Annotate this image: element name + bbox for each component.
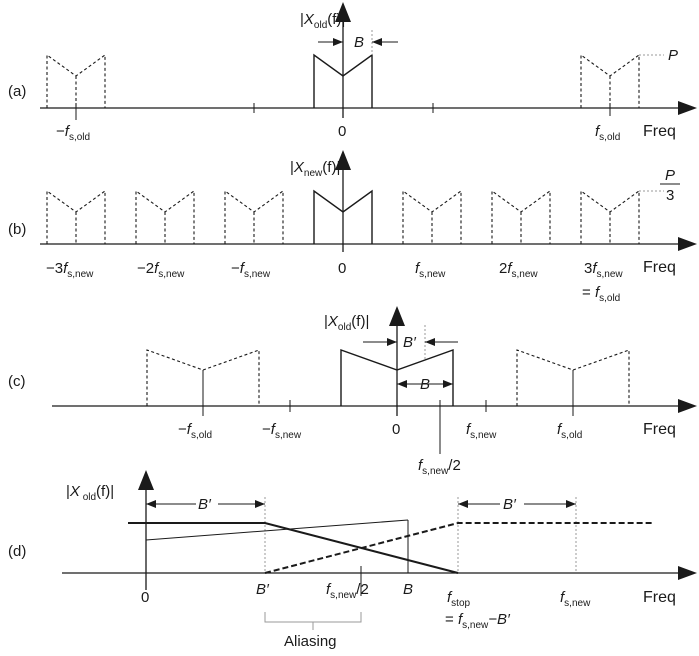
panel-b-peak-numerator: P (665, 167, 675, 184)
panel-d-tick-fstop-eq: = fs,new−B′ (445, 611, 511, 631)
panel-b-tick-m2: −2fs,new (137, 260, 185, 280)
panel-a-image-right (580, 53, 640, 108)
panel-d-ylabel: |X old(f)| (66, 483, 114, 503)
panel-b-freq-arrow (678, 237, 697, 251)
panel-d-bprime-left-label: B′ (198, 496, 212, 513)
panel-b-image-m3 (46, 189, 106, 244)
panel-c-b-arrowhead-left (397, 380, 407, 388)
panel-b-tick-m3: −3fs,new (46, 260, 94, 280)
panel-c-tick-zero: 0 (392, 421, 400, 438)
panel-d-bprime-left-arrowhead-l (146, 500, 156, 508)
panel-d-tick-fsnew: fs,new (560, 589, 591, 609)
panel-d-filter-response (128, 522, 459, 574)
panel-d-tick-fstop: fstop (447, 589, 471, 609)
panel-a-freq-label: Freq (643, 123, 676, 140)
panel-c-baseband-spectrum (340, 349, 454, 406)
panel-c-freq-label: Freq (643, 421, 676, 438)
panel-a-freq-arrow (678, 101, 697, 115)
panel-b-image-m2 (135, 189, 195, 244)
panel-c-tick-neg-fsnew: −fs,new (262, 421, 302, 441)
panel-b-tick-zero: 0 (338, 260, 346, 277)
panel-a-tick-neg-fs: −fs,old (56, 123, 90, 143)
panel-c-freq-arrow (678, 399, 697, 413)
panel-c-tick-fsnew: fs,new (466, 421, 497, 441)
panel-a-ylabel: |Xold(f)| (300, 11, 345, 31)
panel-c-mag-arrow (389, 306, 405, 326)
panel-b-tag: (b) (8, 221, 26, 238)
panel-d-tick-bprime: B′ (256, 581, 270, 598)
panel-b-tick-m1: −fs,new (231, 260, 271, 280)
panel-c-image-right (516, 349, 630, 406)
panel-d: (d) |X old(f)| B′ B′ 0 B′ fs,new/2 B fst… (8, 470, 697, 650)
panel-b-image-p3 (580, 189, 640, 244)
panel-a-image-left (46, 53, 106, 108)
panel-c-image-left (146, 349, 260, 406)
panel-d-aliasing-bracket (264, 612, 362, 630)
panel-c-tick-fsold: fs,old (557, 421, 582, 441)
panel-a-bandwidth-label: B (354, 34, 364, 51)
panel-c-bprime-arrowhead-right (425, 338, 435, 346)
panel-c-b-label: B (420, 376, 430, 393)
panel-d-bprime-right-label: B′ (503, 496, 517, 513)
panel-c-tick-neg-fsold: −fs,old (178, 421, 212, 441)
panel-a-b-arrowhead-right (372, 38, 382, 46)
panel-b: (b) |Xnew(f)| P 3 −3fs,new −2fs,new −fs,… (8, 150, 697, 304)
panel-c-ylabel: |Xold(f)| (324, 313, 369, 333)
panel-d-mag-arrow (138, 470, 154, 490)
panel-a-tick-zero: 0 (338, 123, 346, 140)
panel-b-tick-p2: 2fs,new (499, 260, 538, 280)
panel-a-mag-arrow (335, 2, 351, 22)
panel-b-freq-label: Freq (643, 259, 676, 276)
panel-d-freq-arrow (678, 566, 697, 580)
panel-d-bprime-right-arrowhead-l (458, 500, 468, 508)
panel-d-bprime-right-arrowhead-r (566, 500, 576, 508)
panel-d-signal-spectrum (145, 519, 409, 541)
panel-c-tag: (c) (8, 373, 26, 390)
panel-a-tag: (a) (8, 83, 26, 100)
panel-d-freq-label: Freq (643, 589, 676, 606)
panel-c-bprime-label: B′ (403, 334, 417, 351)
panel-b-baseband-spectrum (313, 189, 373, 244)
panel-d-tick-zero: 0 (141, 589, 149, 606)
panel-a-peak-label: P (668, 47, 678, 64)
panel-b-image-m1 (224, 189, 284, 244)
panel-d-filter-image (264, 522, 652, 574)
panel-b-image-p1 (402, 189, 462, 244)
panel-b-tick-eq: = fs,old (582, 284, 620, 304)
panel-a: (a) |Xold(f)| B P 0 −fs,old fs,old Freq (8, 2, 697, 143)
panel-c-tick-half: fs,new/2 (418, 457, 461, 477)
panel-d-tick-half: fs,new/2 (326, 581, 369, 601)
panel-b-ylabel: |Xnew(f)| (290, 159, 340, 179)
panel-c-bprime-arrowhead-left (387, 338, 397, 346)
panel-d-tag: (d) (8, 543, 26, 560)
panel-a-tick-pos-fs: fs,old (595, 123, 620, 143)
panel-b-image-p2 (491, 189, 551, 244)
panel-d-aliasing-label: Aliasing (284, 633, 337, 650)
panel-b-peak-denominator: 3 (666, 187, 674, 204)
panel-c-b-arrowhead-right (443, 380, 453, 388)
panel-d-bprime-left-arrowhead-r (255, 500, 265, 508)
panel-a-baseband-spectrum (313, 53, 373, 108)
panel-b-tick-p1: fs,new (415, 260, 446, 280)
panel-b-mag-arrow (335, 150, 351, 170)
panel-a-b-arrowhead-left (333, 38, 343, 46)
panel-c: (c) |Xold(f)| B′ B −fs,old −fs,new 0 fs,… (8, 306, 697, 477)
panel-b-tick-p3: 3fs,new (584, 260, 623, 280)
panel-d-tick-b: B (403, 581, 413, 598)
